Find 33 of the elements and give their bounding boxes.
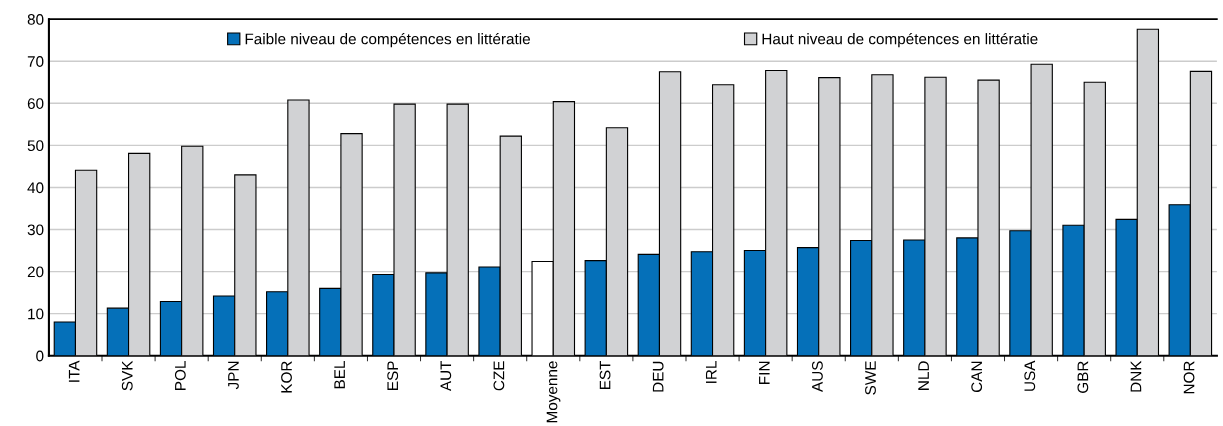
x-tick-label: EST xyxy=(599,360,611,390)
y-tick-label: 50 xyxy=(27,140,44,152)
x-tick-label: BEL xyxy=(334,361,345,389)
x-tick-label: GBR xyxy=(1077,361,1089,393)
y-tick-label: 60 xyxy=(27,98,44,109)
x-tick-label: NLD xyxy=(918,361,929,390)
y-tick-label: 30 xyxy=(27,224,44,236)
y-tick-label: 20 xyxy=(27,266,44,278)
x-tick-label: CZE xyxy=(493,361,505,391)
x-tick-label: POL xyxy=(174,361,186,390)
x-tick-label: Moyenne xyxy=(546,361,561,423)
y-tick-label: 70 xyxy=(27,56,44,67)
x-tick-label: ITA xyxy=(68,360,80,382)
x-tick-label: IRL xyxy=(705,361,717,383)
x-tick-label: FIN xyxy=(759,361,770,384)
x-tick-label: DEU xyxy=(652,361,664,392)
y-tick-label: 10 xyxy=(28,308,44,320)
x-tick-label: SVK xyxy=(121,360,133,391)
legend-label: Faible niveau de compétences en littératie xyxy=(245,32,530,48)
x-tick-label: CAN xyxy=(971,361,983,393)
legend-label: Haut niveau de compétences en littératie xyxy=(762,32,1038,48)
y-tick-label: 80 xyxy=(27,14,44,25)
x-tick-label: KOR xyxy=(281,361,292,393)
x-tick-label: DNK xyxy=(1130,360,1142,392)
y-tick-label: 40 xyxy=(27,182,44,194)
x-tick-label: USA xyxy=(1024,360,1036,391)
x-tick-label: AUS xyxy=(812,361,823,392)
x-tick-label: ESP xyxy=(387,361,399,390)
x-tick-label: AUT xyxy=(440,360,452,392)
x-tick-label: NOR xyxy=(1183,361,1195,394)
x-tick-label: JPN xyxy=(228,361,239,390)
x-tick-label: SWE xyxy=(865,361,876,395)
y-tick-label: 0 xyxy=(36,350,44,362)
